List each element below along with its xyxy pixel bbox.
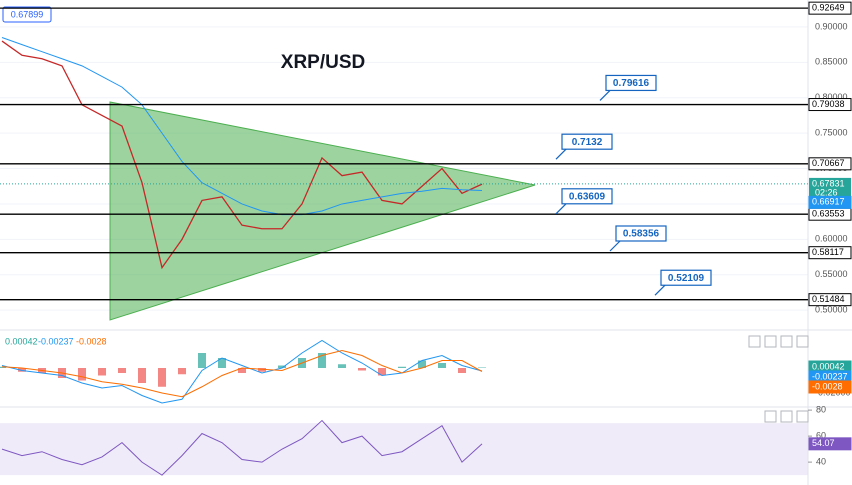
- histogram-bar: [318, 353, 326, 368]
- histogram-bar: [138, 368, 146, 383]
- countdown: 02:26: [815, 187, 838, 197]
- hist-tag: 0.00042: [812, 361, 845, 371]
- callout-label: 0.79616: [613, 78, 650, 89]
- maximize-button[interactable]: [796, 410, 809, 423]
- callout-box: [615, 225, 667, 242]
- maximize-button[interactable]: [796, 335, 809, 348]
- histogram-bar: [358, 368, 366, 371]
- histogram-bar: [18, 368, 26, 372]
- histogram-bar: [198, 353, 206, 368]
- delete-button[interactable]: [780, 335, 793, 348]
- level-label: 0.70667: [812, 158, 845, 168]
- histogram-bar: [178, 368, 186, 375]
- current-price: 0.67831: [812, 178, 845, 188]
- delete-button[interactable]: [780, 410, 793, 423]
- callout-box: [605, 74, 657, 92]
- level-label: 0.92649: [812, 3, 845, 13]
- histogram-bar: [458, 368, 466, 373]
- histogram-bar: [238, 368, 246, 373]
- histogram-bar: [98, 368, 106, 376]
- chart-title: XRP/USD: [281, 52, 365, 73]
- ma-price: 0.66917: [812, 197, 845, 207]
- histogram-bar: [78, 368, 86, 381]
- histogram-bar: [0, 366, 6, 368]
- signal-tag: -0.0028: [812, 381, 843, 391]
- level-label-bg: [808, 157, 852, 171]
- series-line: [1, 37, 483, 216]
- ma-price-bg: [808, 195, 852, 209]
- rsi-tag: 54.07: [812, 438, 835, 448]
- pane-buttons[interactable]: [748, 335, 809, 423]
- level-label: 0.58117: [812, 247, 844, 257]
- macd-value: -0.00237: [38, 336, 74, 346]
- signal-tag-bg: [808, 380, 852, 394]
- y-tick-label: 0.60000: [815, 234, 848, 244]
- histogram-bar: [338, 364, 346, 368]
- last-box-value: 0.67899: [11, 9, 44, 19]
- macd-hist-value: 0.00042: [5, 336, 38, 346]
- callout-box: [561, 133, 613, 150]
- rsi-tag-bg: [808, 437, 852, 451]
- y-tick-label: 0.55000: [815, 269, 848, 279]
- move-down-button[interactable]: [764, 335, 777, 348]
- series-line: [1, 349, 483, 398]
- y-tick-label: 0.75000: [815, 128, 848, 138]
- y-tick-label: 60: [816, 430, 826, 440]
- marks: [0, 37, 486, 476]
- rsi-band: [0, 423, 808, 476]
- histogram-bar: [378, 368, 386, 376]
- y-tick-label: 0.50000: [815, 305, 848, 315]
- histogram-bar: [418, 360, 426, 368]
- histogram-bar: [438, 363, 446, 368]
- y-tick-label: 40: [816, 456, 826, 466]
- histogram-bar: [398, 366, 406, 368]
- histogram-bar: [218, 358, 226, 368]
- histogram-bar: [478, 367, 486, 368]
- move-up-button[interactable]: [748, 335, 761, 348]
- histogram-bar: [158, 368, 166, 387]
- signal-value: -0.0028: [76, 336, 107, 346]
- histogram-bar: [258, 368, 266, 372]
- callout-box: [561, 188, 613, 205]
- level-label-bg: [808, 246, 852, 260]
- callout-label: 0.52109: [668, 273, 705, 284]
- last-box: [2, 6, 52, 23]
- level-label: 0.63553: [812, 209, 845, 219]
- callout-box: [660, 269, 712, 286]
- y-tick-label: 0.80000: [815, 92, 848, 102]
- y-tick-label: 80: [816, 404, 826, 414]
- level-label-bg: [808, 293, 852, 307]
- move-up-button[interactable]: [764, 410, 777, 423]
- histogram-bar: [118, 368, 126, 373]
- current-price-bg: [809, 177, 851, 200]
- callout-label: 0.7132: [572, 137, 603, 148]
- y-tick-label: 0.85000: [815, 57, 848, 67]
- level-label-bg: [808, 1, 852, 15]
- level-label: 0.51484: [812, 294, 845, 304]
- callout-label: 0.58356: [623, 229, 660, 240]
- histogram-bar: [278, 365, 286, 368]
- y-tick-label: 0.90000: [815, 21, 848, 31]
- level-label: 0.79038: [812, 99, 845, 109]
- macd-tag: -0.00237: [812, 371, 848, 381]
- callout-label: 0.63609: [569, 191, 606, 202]
- level-label-bg: [808, 98, 852, 112]
- series-line: [1, 419, 483, 476]
